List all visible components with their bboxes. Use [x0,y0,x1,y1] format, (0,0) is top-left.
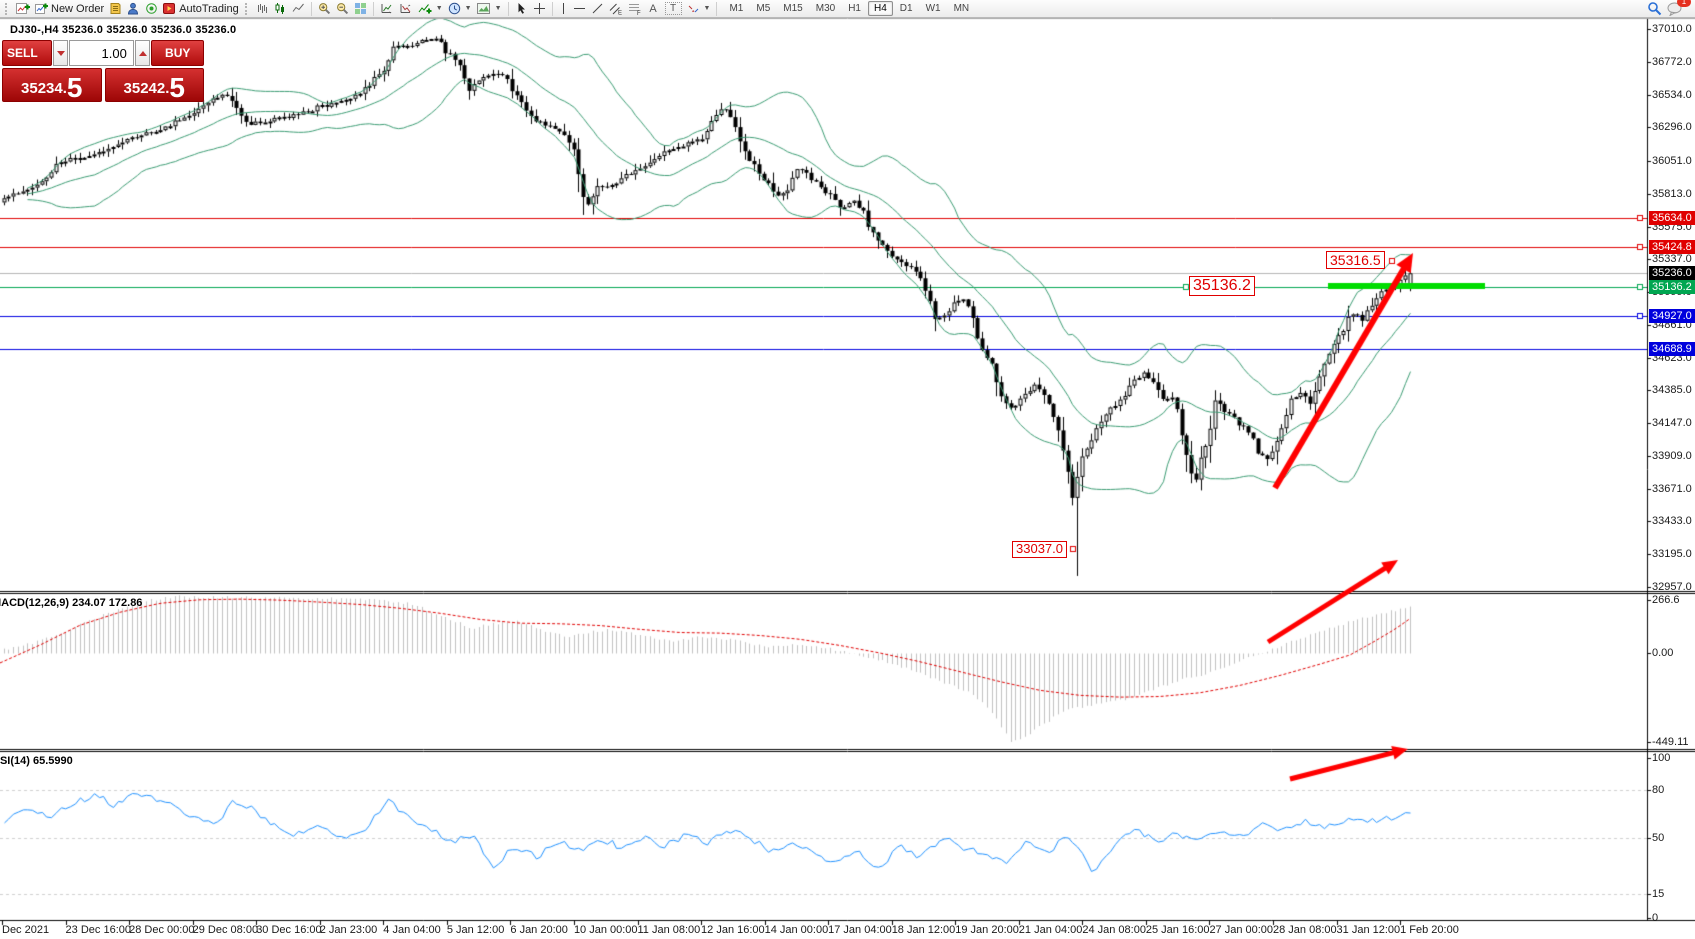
buy-price-pips: 5 [169,71,185,102]
svg-text:E: E [618,11,622,16]
annotation-support-zone[interactable]: 35136.2 [1189,276,1255,297]
periods-clock-icon[interactable]: ▼ [446,1,474,17]
symbol-ohlc-readout: DJ30-,H4 35236.0 35236.0 35236.0 35236.0 [10,24,237,36]
horizontal-line-icon[interactable] [571,1,588,17]
triangle-up-icon [138,50,147,56]
search-icon[interactable] [1645,1,1664,17]
notification-badge: 1 [1677,0,1691,7]
zoom-in-icon[interactable] [316,1,333,17]
timeframe-h4[interactable]: H4 [867,1,893,16]
timeframe-m30[interactable]: M30 [815,3,836,14]
timeframe-m1[interactable]: M1 [729,3,744,14]
signals-icon[interactable] [143,1,160,17]
tile-windows-icon[interactable] [352,1,369,17]
new-order-button[interactable]: New Order [33,1,106,17]
autotrading-button[interactable]: AutoTrading [161,1,241,17]
timeframe-w1[interactable]: W1 [925,3,941,14]
one-click-trading-panel: SELL 1.00 BUY 35234. 5 35242. 5 [2,40,205,102]
sell-button[interactable]: SELL [2,40,52,66]
volume-increase-button[interactable] [134,40,151,66]
trendline-icon[interactable] [589,1,606,17]
sell-price-pips: 5 [66,71,83,102]
timeframe-d1[interactable]: D1 [899,3,913,14]
new-chart-icon[interactable] [14,1,32,17]
timeframe-mn[interactable]: MN [953,3,970,14]
template-icon[interactable]: ▼ [475,1,504,17]
volume-input[interactable]: 1.00 [69,40,134,66]
timeframe-m15[interactable]: M15 [783,3,803,14]
text-icon[interactable]: A [649,2,657,15]
rsi-indicator-label: RSI(14) 65.5990 [0,755,73,767]
fibonacci-icon[interactable]: F [626,1,644,17]
toolbar: New Order AutoTrading ▼ ▼ ▼ E F A T [0,0,1695,18]
candlestick-style-icon[interactable] [272,1,289,17]
toolbar-grip[interactable] [244,2,250,15]
sell-price-main: 35234. [21,80,67,97]
vertical-line-icon[interactable] [557,1,570,17]
timeframe-h1[interactable]: H1 [848,3,861,14]
svg-text:F: F [637,11,641,15]
timeframe-m5[interactable]: M5 [756,3,771,14]
equidistant-channel-icon[interactable]: E [607,1,625,17]
charts-list-icon[interactable] [378,1,396,17]
chat-icon[interactable]: 1 [1665,0,1691,17]
buy-price-main: 35242. [123,80,170,97]
buy-price-display[interactable]: 35242. 5 [104,68,204,102]
market-watch-icon[interactable] [107,1,124,17]
sell-price-display[interactable]: 35234. 5 [2,68,102,102]
indicator-window-icon[interactable] [397,1,415,17]
macd-indicator-label: MACD(12,26,9) 234.07 172.86 [0,597,143,609]
autotrading-icon [163,3,176,14]
line-chart-style-icon[interactable] [290,1,307,17]
annotation-resistance-target[interactable]: 35316.5 [1326,251,1385,270]
triangle-down-icon [56,50,65,56]
bar-chart-style-icon[interactable] [254,1,271,17]
text-label-icon[interactable]: T [663,1,684,17]
volume-decrease-button[interactable] [52,40,69,66]
crosshair-icon[interactable] [531,1,548,17]
timeframe-group: M1 M5 M15 M30 H1 H4 D1 W1 MN [723,1,975,16]
annotation-swing-low[interactable]: 33037.0 [1012,541,1067,558]
buy-button[interactable]: BUY [151,40,205,66]
toolbar-grip[interactable] [5,2,10,15]
navigator-icon[interactable] [125,1,142,17]
zoom-out-icon[interactable] [334,1,351,17]
new-order-label: New Order [51,2,105,15]
arrows-tool-icon[interactable]: ▼ [685,1,713,17]
autotrading-label: AutoTrading [179,2,239,15]
new-order-icon [35,3,48,14]
indicators-add-icon[interactable]: ▼ [416,1,445,17]
cursor-icon[interactable] [513,1,530,17]
